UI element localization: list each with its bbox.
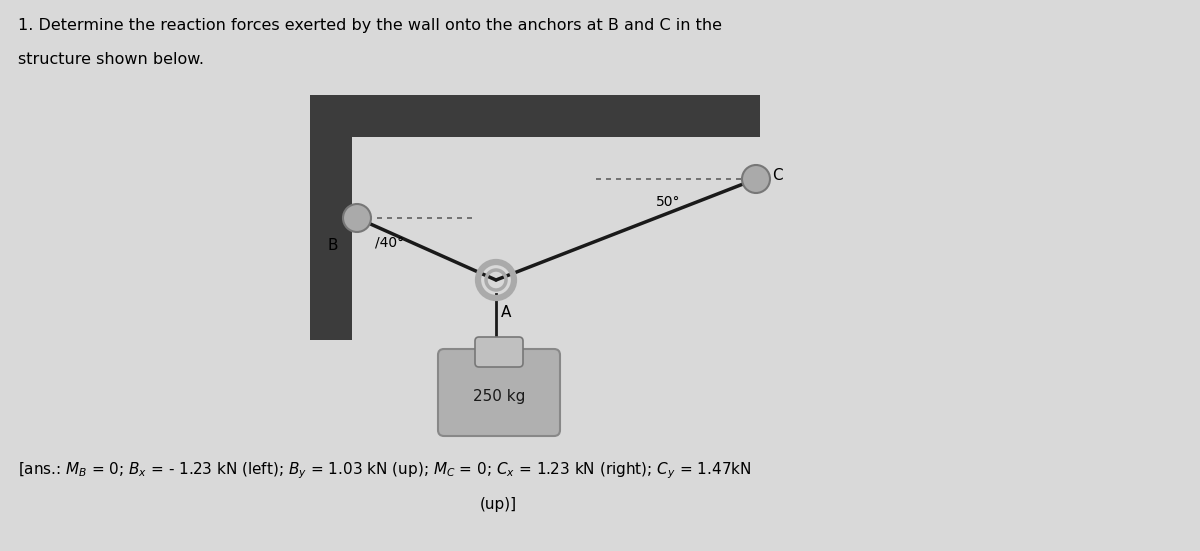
Text: 50°: 50° [656, 195, 680, 209]
Text: (up)]: (up)] [480, 497, 517, 512]
Text: A: A [502, 305, 511, 320]
Text: [ans.: $M_B$ = 0; $B_x$ = - 1.23 kN (left); $B_y$ = 1.03 kN (up); $M_C$ = 0; $C_: [ans.: $M_B$ = 0; $B_x$ = - 1.23 kN (lef… [18, 460, 751, 480]
FancyBboxPatch shape [475, 337, 523, 367]
FancyBboxPatch shape [438, 349, 560, 436]
Circle shape [490, 340, 509, 360]
Text: C: C [772, 168, 782, 182]
Text: /40°: /40° [374, 236, 404, 250]
Text: structure shown below.: structure shown below. [18, 52, 204, 67]
Text: 250 kg: 250 kg [473, 389, 526, 404]
Bar [310, 95, 352, 340]
Circle shape [742, 165, 770, 193]
Bar [310, 95, 760, 137]
Text: 1. Determine the reaction forces exerted by the wall onto the anchors at B and C: 1. Determine the reaction forces exerted… [18, 18, 722, 33]
Text: B: B [328, 238, 338, 253]
Circle shape [343, 204, 371, 232]
